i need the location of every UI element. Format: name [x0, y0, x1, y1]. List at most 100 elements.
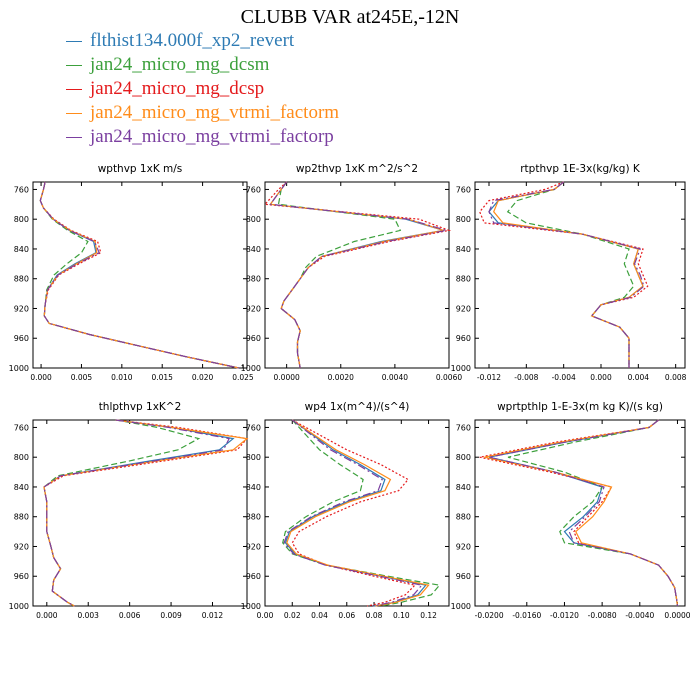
y-tick-label: 920	[14, 542, 29, 551]
y-tick-label: 1000	[9, 364, 29, 373]
series-line-3	[479, 419, 679, 607]
series-line-2	[277, 181, 402, 369]
x-tick-label: -0.0080	[588, 611, 617, 620]
series-line-5	[43, 419, 230, 607]
y-tick-label: 1000	[241, 364, 261, 373]
x-tick-label: 0.0040	[382, 373, 408, 382]
x-tick-label: 0.020	[192, 373, 214, 382]
series-line-3	[39, 181, 240, 369]
x-tick-label: 0.003	[77, 611, 99, 620]
y-tick-label: 920	[246, 304, 261, 313]
legend-label: jan24_micro_mg_vtrmi_factorp	[90, 126, 334, 147]
series-line-4	[43, 419, 249, 607]
y-tick-label: 800	[14, 215, 29, 224]
x-tick-label: -0.0040	[625, 611, 654, 620]
panel-frame	[474, 419, 686, 607]
y-tick-label: 880	[246, 275, 261, 284]
series-line-5	[39, 181, 240, 369]
x-tick-label: 0.004	[628, 373, 650, 382]
series-line-1	[284, 419, 427, 607]
y-tick-label: 760	[14, 423, 29, 432]
y-tick-label: 1000	[451, 364, 471, 373]
y-tick-label: 880	[456, 275, 471, 284]
y-tick-label: 960	[14, 572, 29, 581]
series-line-5	[269, 181, 447, 369]
x-tick-label: -0.0200	[475, 611, 504, 620]
y-tick-label: 960	[456, 572, 471, 581]
x-tick-label: 0.0000	[274, 373, 300, 382]
series-line-1	[488, 181, 644, 368]
series-line-4	[269, 181, 444, 369]
legend-line-swatch	[66, 41, 82, 42]
x-tick-label: -0.008	[514, 373, 538, 382]
y-tick-label: 760	[456, 185, 471, 194]
x-tick-label: 0.015	[151, 373, 173, 382]
panel-title: wprtpthlp 1-E-3x(m kg K)/(s kg)	[497, 401, 663, 413]
panel-title: rtpthvp 1E-3x(kg/kg) K	[520, 163, 641, 175]
x-tick-label: 0.006	[119, 611, 141, 620]
series-line-1	[269, 181, 444, 369]
y-tick-label: 840	[14, 245, 29, 254]
series-line-1	[488, 419, 679, 607]
x-tick-label: 0.06	[338, 611, 355, 620]
figure-title: CLUBB VAR at245E,-12N	[240, 6, 460, 28]
panel-title: wp2thvp 1xK m^2/s^2	[296, 163, 418, 175]
y-tick-label: 1000	[9, 602, 29, 611]
series-line-2	[43, 419, 201, 607]
panel-title: wpthvp 1xK m/s	[98, 163, 183, 175]
x-tick-label: 0.000	[36, 611, 58, 620]
series-line-1	[39, 181, 240, 369]
panel-frame	[32, 419, 248, 607]
y-tick-label: 960	[246, 572, 261, 581]
y-tick-label: 880	[456, 513, 471, 522]
series-line-2	[507, 419, 679, 607]
series-line-3	[291, 419, 417, 607]
x-tick-label: 0.0020	[328, 373, 354, 382]
legend-line-swatch	[66, 65, 82, 66]
y-tick-label: 880	[14, 513, 29, 522]
x-tick-label: -0.0120	[550, 611, 579, 620]
x-tick-label: 0.025	[232, 373, 254, 382]
series-line-4	[39, 181, 240, 369]
panel-frame	[264, 181, 450, 369]
y-tick-label: 840	[456, 483, 471, 492]
y-tick-label: 1000	[241, 602, 261, 611]
panel-frame	[32, 181, 248, 369]
x-tick-label: 0.000	[590, 373, 612, 382]
y-tick-label: 800	[246, 453, 261, 462]
series-line-3	[479, 181, 649, 368]
legend-line-swatch	[66, 89, 82, 90]
series-line-5	[488, 419, 679, 607]
series-line-1	[43, 419, 235, 607]
y-tick-label: 960	[14, 334, 29, 343]
y-tick-label: 760	[14, 185, 29, 194]
y-tick-label: 880	[246, 513, 261, 522]
x-tick-label: 0.10	[393, 611, 410, 620]
x-tick-label: 0.008	[665, 373, 687, 382]
x-tick-label: 0.02	[284, 611, 301, 620]
y-tick-label: 880	[14, 275, 29, 284]
y-tick-label: 800	[456, 453, 471, 462]
y-tick-label: 840	[246, 483, 261, 492]
x-tick-label: 0.04	[311, 611, 328, 620]
series-line-2	[506, 181, 635, 368]
legend-label: jan24_micro_mg_dcsp	[90, 78, 265, 99]
y-tick-label: 960	[246, 334, 261, 343]
y-tick-label: 800	[456, 215, 471, 224]
x-tick-label: 0.08	[366, 611, 383, 620]
x-tick-label: 0.005	[71, 373, 93, 382]
panel-title: thlpthvp 1xK^2	[99, 401, 182, 413]
x-tick-label: 0.000	[30, 373, 52, 382]
legend-label: jan24_micro_mg_vtrmi_factorm	[90, 102, 340, 123]
y-tick-label: 920	[14, 304, 29, 313]
series-line-5	[488, 181, 645, 368]
y-tick-label: 840	[14, 483, 29, 492]
series-line-4	[493, 181, 644, 368]
series-line-4	[286, 419, 430, 607]
y-tick-label: 920	[456, 542, 471, 551]
series-line-4	[484, 419, 679, 607]
y-tick-label: 800	[246, 215, 261, 224]
y-tick-label: 840	[246, 245, 261, 254]
y-tick-label: 760	[246, 185, 261, 194]
